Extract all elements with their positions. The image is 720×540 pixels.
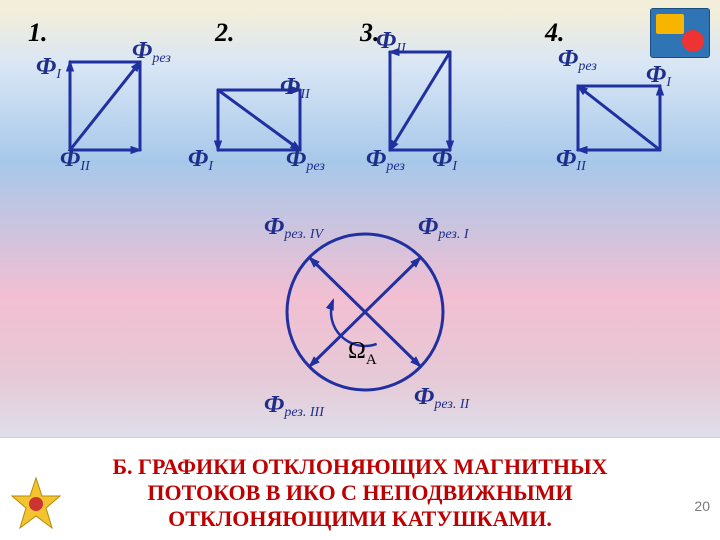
caption-line-1: Б. ГРАФИКИ ОТКЛОНЯЮЩИХ МАГНИТНЫХ [112, 454, 607, 479]
slide: Б. ГРАФИКИ ОТКЛОНЯЮЩИХ МАГНИТНЫХ ПОТОКОВ… [0, 0, 720, 540]
flux-label: ФII [376, 28, 406, 57]
caption-text: Б. ГРАФИКИ ОТКЛОНЯЮЩИХ МАГНИТНЫХ ПОТОКОВ… [0, 454, 720, 532]
omega-label: ΩA [348, 338, 377, 369]
flux-label: Фрез [558, 46, 597, 75]
star-badge-icon [8, 476, 64, 532]
diagram-number: 2. [215, 18, 235, 48]
flux-label: ФII [60, 146, 90, 175]
flux-label: Фрез [366, 146, 405, 175]
diagram-number: 1. [28, 18, 48, 48]
flux-label: Фрез [286, 146, 325, 175]
flux-label: Фрез. II [414, 384, 469, 413]
diagram-number: 4. [545, 18, 565, 48]
flux-label: ФI [432, 146, 457, 175]
flux-label: ФI [646, 62, 671, 91]
flux-label: ФII [556, 146, 586, 175]
caption-line-3: ОТКЛОНЯЮЩИМИ КАТУШКАМИ. [168, 506, 552, 531]
flux-label: ФII [280, 74, 310, 103]
flux-label: ФI [36, 54, 61, 83]
page-number: 20 [694, 498, 710, 514]
flux-label: Фрез. IV [264, 214, 323, 243]
flux-label: Фрез. III [264, 392, 324, 421]
caption-line-2: ПОТОКОВ В ИКО С НЕПОДВИЖНЫМИ [147, 480, 572, 505]
flux-label: Фрез [132, 38, 171, 67]
flux-label: ФI [188, 146, 213, 175]
flux-label: Фрез. I [418, 214, 469, 243]
